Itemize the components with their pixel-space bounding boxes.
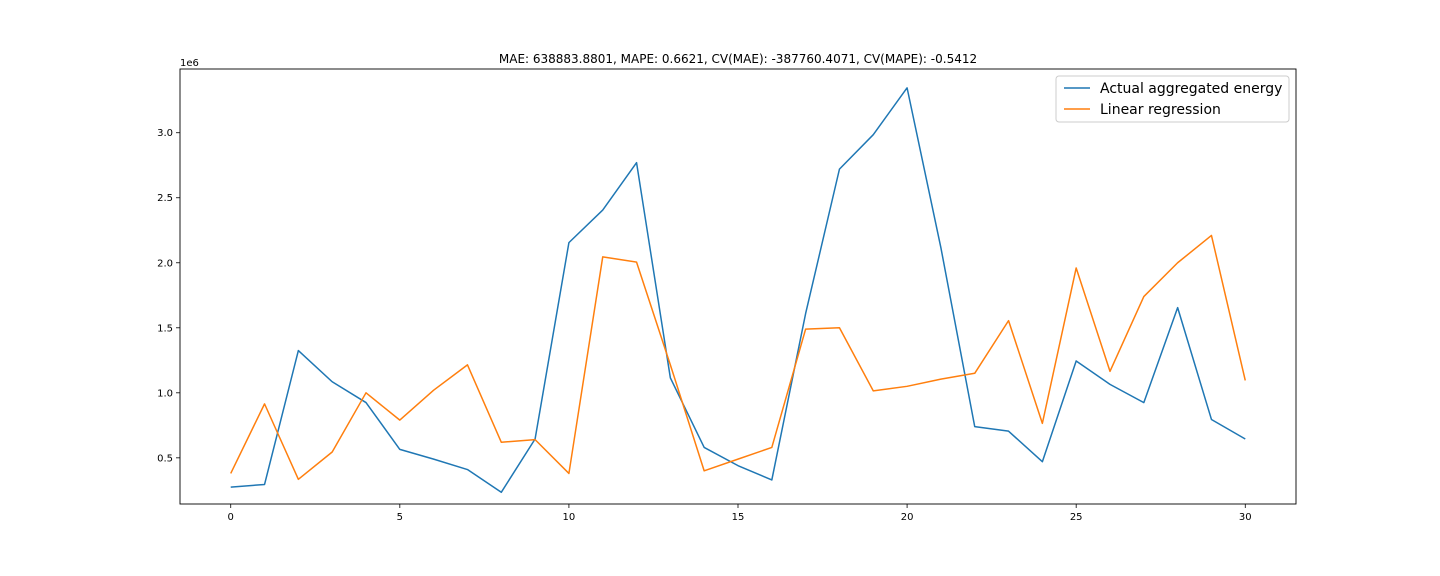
x-tick-label: 15 bbox=[732, 512, 745, 523]
series-layer bbox=[230, 87, 1247, 494]
x-tick-label: 25 bbox=[1070, 512, 1083, 523]
y-tick-label: 2.5 bbox=[157, 193, 173, 204]
legend: Actual aggregated energy Linear regressi… bbox=[1055, 75, 1290, 123]
x-tick-label: 5 bbox=[397, 512, 403, 523]
legend-box bbox=[1055, 75, 1290, 123]
x-tick-label: 20 bbox=[901, 512, 914, 523]
series-line-actual bbox=[230, 87, 1246, 494]
series-line-regression bbox=[230, 234, 1247, 481]
y-axis-offset-label: 1e6 bbox=[180, 58, 199, 69]
x-tick-label: 30 bbox=[1239, 512, 1252, 523]
y-tick-label: 1.0 bbox=[157, 388, 173, 399]
plot-area bbox=[179, 68, 1297, 505]
legend-label-regression: Linear regression bbox=[1100, 102, 1221, 118]
x-tick-label: 10 bbox=[563, 512, 576, 523]
x-tick-label: 0 bbox=[228, 512, 234, 523]
x-axis: 0 5 10 15 20 25 30 bbox=[228, 504, 1252, 523]
y-tick-label: 3.0 bbox=[157, 128, 173, 139]
y-tick-label: 2.0 bbox=[157, 258, 173, 269]
legend-label-actual: Actual aggregated energy bbox=[1100, 81, 1282, 97]
y-tick-label: 1.5 bbox=[157, 323, 173, 334]
y-tick-label: 0.5 bbox=[157, 453, 173, 464]
y-axis: 0.5 1.0 1.5 2.0 2.5 3.0 bbox=[157, 128, 180, 464]
plot-background bbox=[180, 69, 1296, 504]
chart-title: MAE: 638883.8801, MAPE: 0.6621, CV(MAE):… bbox=[499, 52, 977, 66]
